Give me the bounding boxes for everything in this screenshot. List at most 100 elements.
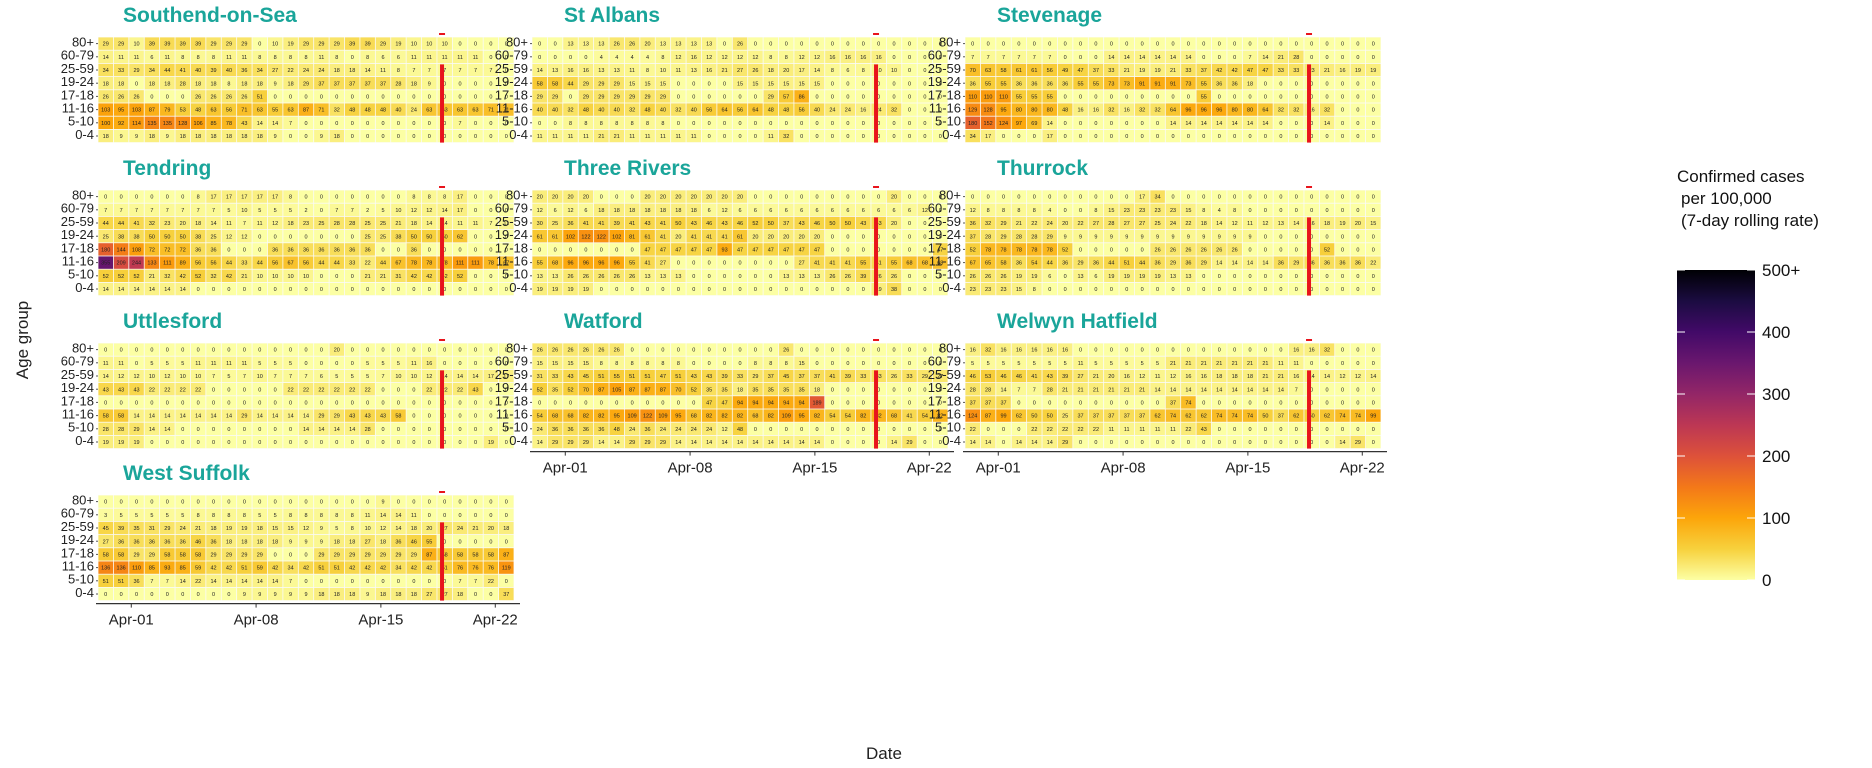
cell-value-label: 7 xyxy=(971,55,974,61)
cell-value-label: 36 xyxy=(133,579,139,585)
date-marker xyxy=(1307,217,1312,296)
cell-value-label: 32 xyxy=(1324,108,1330,114)
cell-value-label: 15 xyxy=(783,81,789,87)
cell-value-label: 46 xyxy=(1016,374,1022,380)
cell-value-label: 51 xyxy=(241,566,247,572)
cell-value-label: 42 xyxy=(303,566,309,572)
cell-value-label: 70 xyxy=(970,68,976,74)
heat-cell xyxy=(391,37,406,50)
cell-value-label: 0 xyxy=(1341,348,1344,354)
cell-value-label: 0 xyxy=(1094,121,1097,127)
heat-cell xyxy=(375,50,391,63)
heat-cell xyxy=(129,50,144,63)
cell-value-label: 51 xyxy=(629,374,635,380)
cell-value-label: 0 xyxy=(428,427,431,433)
cell-value-label: 14 xyxy=(1232,387,1238,393)
cell-value-label: 0 xyxy=(135,500,138,506)
heat-cell xyxy=(421,90,437,103)
cell-value-label: 55 xyxy=(1016,95,1022,101)
cell-value-label: 45 xyxy=(583,374,589,380)
heat-cell xyxy=(547,77,563,90)
cell-value-label: 14 xyxy=(1108,55,1114,61)
cell-value-label: 0 xyxy=(1125,287,1128,293)
cell-value-label: 12 xyxy=(1339,374,1345,380)
heat-cell xyxy=(794,90,809,103)
heat-cell xyxy=(160,116,175,129)
cell-value-label: 0 xyxy=(1372,42,1375,48)
cell-value-label: 0 xyxy=(120,500,123,506)
cell-value-label: 0 xyxy=(243,427,246,433)
cell-value-label: 8 xyxy=(615,361,618,367)
cell-value-label: 44 xyxy=(380,261,386,267)
heat-cell xyxy=(871,37,886,50)
cell-value-label: 7 xyxy=(987,55,990,61)
cell-value-label: 5 xyxy=(987,361,990,367)
cell-value-label: 14 xyxy=(257,579,263,585)
cell-value-label: 13 xyxy=(783,274,789,280)
cell-value-label: 0 xyxy=(489,500,492,506)
cell-value-label: 0 xyxy=(1171,195,1174,201)
cell-value-label: 0 xyxy=(615,195,618,201)
cell-value-label: 21 xyxy=(1016,221,1022,227)
cell-value-label: 0 xyxy=(489,401,492,407)
cell-value-label: 0 xyxy=(150,195,153,201)
cell-value-label: 9 xyxy=(320,134,323,140)
heat-cell xyxy=(498,63,514,77)
cell-value-label: 18 xyxy=(288,81,294,87)
cell-value-label: 0 xyxy=(1249,427,1252,433)
cell-value-label: 55 xyxy=(1031,95,1037,101)
cell-value-label: 0 xyxy=(1141,287,1144,293)
cell-value-label: 22 xyxy=(164,387,170,393)
cell-value-label: 0 xyxy=(631,195,634,201)
heat-cell xyxy=(624,50,640,63)
cell-value-label: 355 xyxy=(101,261,110,267)
cell-value-label: 40 xyxy=(552,108,558,114)
date-marker-top xyxy=(1306,186,1313,188)
cell-value-label: 0 xyxy=(1249,287,1252,293)
cell-value-label: 0 xyxy=(1295,287,1298,293)
heat-cell xyxy=(129,103,144,116)
cell-value-label: 14 xyxy=(472,374,478,380)
cell-value-label: 0 xyxy=(243,248,246,254)
cell-value-label: 12 xyxy=(426,374,432,380)
cell-value-label: 0 xyxy=(351,361,354,367)
cell-value-label: 8 xyxy=(304,55,307,61)
heat-cell xyxy=(578,103,594,116)
heat-cell xyxy=(578,37,594,50)
cell-value-label: 0 xyxy=(862,121,865,127)
cell-value-label: 0 xyxy=(289,95,292,101)
cell-value-label: 13 xyxy=(1077,274,1083,280)
heat-cell xyxy=(825,63,840,77)
heat-cell xyxy=(483,90,499,103)
cell-value-label: 19 xyxy=(567,287,573,293)
heat-cell xyxy=(314,116,329,129)
cell-value-label: 0 xyxy=(320,500,323,506)
cell-value-label: 29 xyxy=(210,42,216,48)
cell-value-label: 109 xyxy=(628,414,637,420)
cell-value-label: 27 xyxy=(1077,374,1083,380)
cell-value-label: 96 xyxy=(567,261,573,267)
cell-value-label: 32 xyxy=(783,134,789,140)
cell-value-label: 0 xyxy=(428,440,431,446)
cell-value-label: 7 xyxy=(428,68,431,74)
cell-value-label: 26 xyxy=(567,274,573,280)
cell-value-label: 9 xyxy=(1064,234,1067,240)
cell-value-label: 82 xyxy=(768,414,774,420)
cell-value-label: 11 xyxy=(226,361,232,367)
cell-value-label: 7 xyxy=(1048,55,1051,61)
cell-value-label: 0 xyxy=(846,361,849,367)
cell-value-label: 72 xyxy=(180,248,186,254)
cell-value-label: 22 xyxy=(1077,221,1083,227)
heat-cell xyxy=(237,63,252,77)
cell-value-label: 47 xyxy=(783,248,789,254)
cell-value-label: 0 xyxy=(443,95,446,101)
legend-title-line-2: per 100,000 xyxy=(1681,189,1772,208)
cell-value-label: 11 xyxy=(319,55,325,61)
cell-value-label: 4 xyxy=(1218,208,1221,214)
heat-cell xyxy=(609,77,625,90)
cell-value-label: 0 xyxy=(738,274,741,280)
cell-value-label: 0 xyxy=(120,592,123,598)
heat-cell xyxy=(98,77,114,90)
heat-cell xyxy=(98,50,114,63)
cell-value-label: 0 xyxy=(227,500,230,506)
